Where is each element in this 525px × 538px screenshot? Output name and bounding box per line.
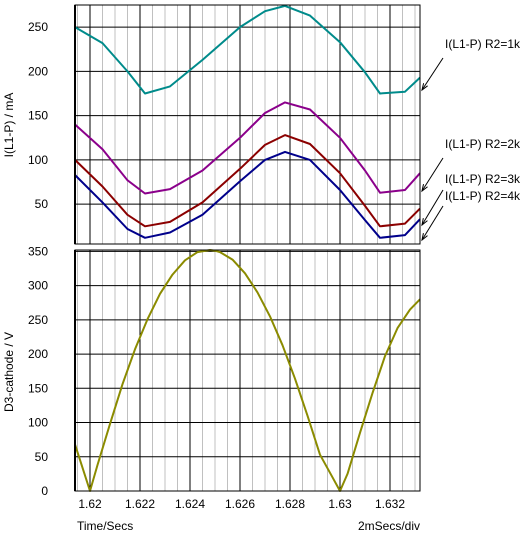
top-y-tick-labels: 50 100 150 200 250 xyxy=(28,20,48,211)
top-plot-grid xyxy=(75,5,420,244)
series-line-current-4 xyxy=(74,150,421,239)
legend-arrowhead xyxy=(421,233,428,242)
series-line-current-3 xyxy=(74,134,421,228)
bottom-plot-series xyxy=(74,249,421,492)
legend-arrowhead xyxy=(421,218,428,227)
legend-label: I(L1-P) R2=1k xyxy=(445,37,521,51)
y-tick-label: 100 xyxy=(28,153,48,167)
y-tick-label: 150 xyxy=(28,381,48,395)
x-tick-labels: 1.62 1.622 1.624 1.626 1.628 1.63 1.632 xyxy=(78,497,405,511)
x-tick-label: 1.628 xyxy=(275,497,305,511)
bottom-plot-frame xyxy=(74,249,421,492)
x-axis-label: Time/Secs xyxy=(77,519,133,533)
y-tick-label: 100 xyxy=(28,416,48,430)
legend-pointer-line xyxy=(421,157,444,192)
top-plot-series xyxy=(74,4,421,239)
legend-arrowhead xyxy=(421,184,428,193)
legend-arrowhead xyxy=(421,83,428,92)
series-legend: I(L1-P) R2=1k I(L1-P) R2=2k I(L1-P) R2=3k I… xyxy=(421,37,521,242)
y-tick-label: 250 xyxy=(28,20,48,34)
legend-pointer-line xyxy=(421,205,444,241)
x-tick-label: 1.62 xyxy=(78,497,102,511)
y-tick-label: 250 xyxy=(28,313,48,327)
series-line-current-2 xyxy=(74,101,421,195)
top-y-axis-label: I(L1-P) / mA xyxy=(2,93,16,158)
y-tick-label: 0 xyxy=(41,484,48,498)
x-tick-label: 1.622 xyxy=(125,497,155,511)
legend-label: I(L1-P) R2=4k xyxy=(445,189,521,203)
y-tick-label: 150 xyxy=(28,109,48,123)
x-division-label: 2mSecs/div xyxy=(358,519,420,533)
bottom-y-axis-label: D3-cathode / V xyxy=(2,332,16,412)
series-line-voltage xyxy=(74,249,421,492)
legend-pointer-line xyxy=(421,189,444,226)
y-tick-label: 50 xyxy=(35,197,49,211)
top-plot-frame xyxy=(74,4,421,245)
x-tick-label: 1.63 xyxy=(328,497,352,511)
y-tick-label: 300 xyxy=(28,279,48,293)
legend-label: I(L1-P) R2=2k xyxy=(445,137,521,151)
bottom-y-tick-labels: 0 50 100 150 200 250 300 350 xyxy=(28,244,48,498)
x-tick-label: 1.624 xyxy=(175,497,205,511)
plot-frame xyxy=(74,4,421,245)
legend-pointer-line xyxy=(421,57,444,91)
x-tick-label: 1.626 xyxy=(225,497,255,511)
legend-label: I(L1-P) R2=3k xyxy=(445,172,521,186)
y-tick-label: 50 xyxy=(35,450,49,464)
y-tick-label: 350 xyxy=(28,244,48,258)
series-line-current-1 xyxy=(74,4,421,95)
x-tick-label: 1.632 xyxy=(375,497,405,511)
y-tick-label: 200 xyxy=(28,64,48,78)
y-tick-label: 200 xyxy=(28,347,48,361)
